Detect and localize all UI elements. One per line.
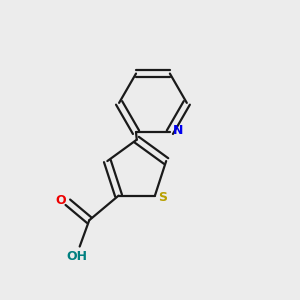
Text: O: O xyxy=(56,194,66,207)
Text: S: S xyxy=(158,191,167,205)
Text: N: N xyxy=(173,124,183,137)
Text: OH: OH xyxy=(66,250,87,263)
